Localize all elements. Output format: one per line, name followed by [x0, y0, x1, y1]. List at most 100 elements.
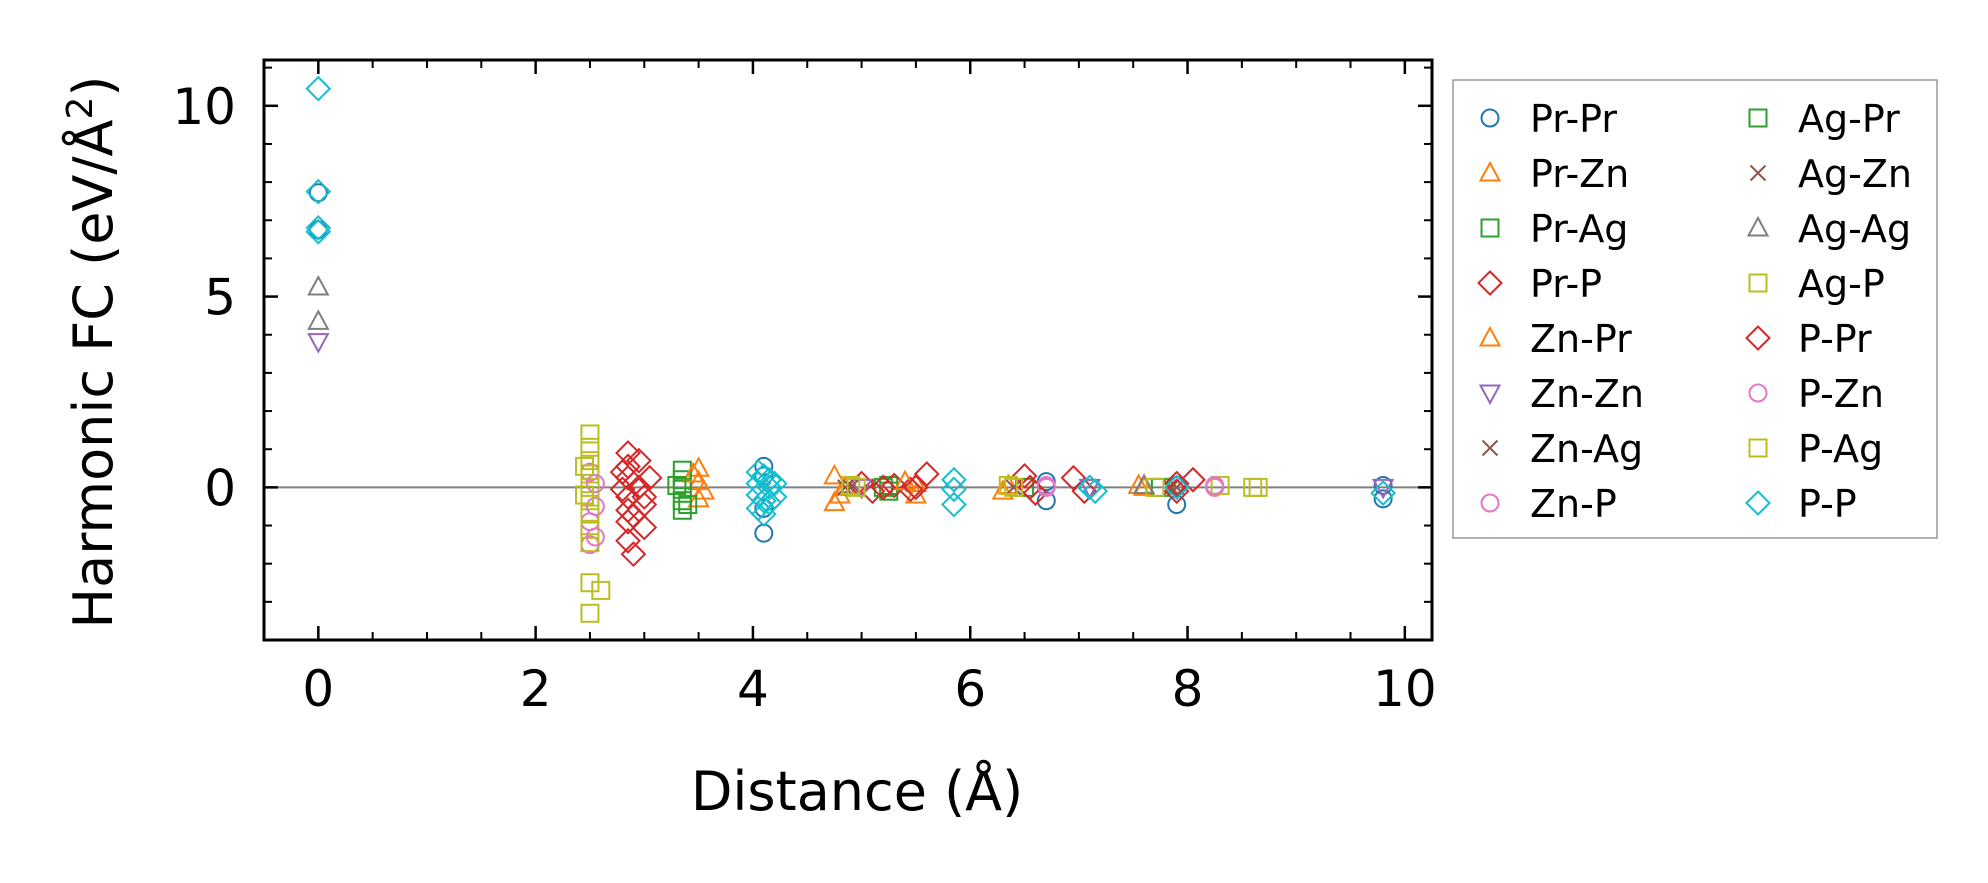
data-points — [305, 75, 1397, 623]
data-point — [761, 470, 788, 497]
data-point — [620, 541, 647, 568]
data-point — [580, 437, 600, 457]
data-point — [846, 477, 866, 497]
data-point — [881, 472, 908, 499]
data-point — [1004, 477, 1024, 497]
series-ag-pr — [667, 475, 893, 515]
data-point — [761, 483, 788, 510]
data-point — [615, 527, 641, 554]
legend-label: P-Pr — [1798, 317, 1872, 361]
data-point — [750, 463, 777, 489]
legend-marker — [1749, 164, 1767, 182]
data-point — [305, 75, 332, 102]
data-point — [305, 178, 332, 205]
data-point — [1205, 475, 1225, 495]
data-point — [631, 483, 658, 510]
data-point — [870, 474, 897, 501]
data-point — [609, 459, 636, 486]
y-tick-label: 5 — [204, 269, 236, 327]
data-point — [307, 274, 330, 296]
x-tick-label: 6 — [954, 660, 986, 718]
data-point — [681, 461, 705, 483]
data-point — [1036, 475, 1056, 495]
legend-marker — [1480, 493, 1500, 513]
tick-labels: 0 2 4 6 8 10 0 5 10 — [172, 78, 1436, 718]
x-tick-label: 2 — [520, 660, 552, 718]
data-point — [609, 476, 636, 503]
data-point — [1373, 489, 1393, 509]
y-tick-label: 10 — [172, 78, 236, 136]
plot-frame — [262, 58, 1434, 642]
data-point — [580, 451, 600, 471]
legend-label: Zn-Pr — [1530, 317, 1632, 361]
legend-label: Ag-Zn — [1798, 152, 1912, 196]
data-point — [585, 527, 605, 547]
data-point — [756, 489, 783, 516]
data-point — [615, 440, 641, 466]
legend-label: Pr-Zn — [1530, 152, 1629, 196]
y-tick-label: 0 — [204, 459, 236, 517]
data-point — [1082, 478, 1109, 505]
data-point — [580, 603, 600, 623]
data-point — [636, 464, 663, 491]
series-zn-ag — [842, 479, 1185, 496]
data-point — [620, 503, 647, 529]
data-point — [1168, 479, 1185, 496]
legend-label: P-Ag — [1798, 427, 1883, 471]
data-point — [678, 495, 698, 515]
legend: Pr-Pr Pr-Zn Pr-Ag Pr-P Zn-Pr Zn-Zn Zn-Ag Zn-P Ag… — [1452, 79, 1938, 539]
data-point — [625, 447, 652, 474]
legend-label: Pr-P — [1530, 262, 1602, 306]
data-point — [1163, 474, 1190, 501]
data-point — [585, 496, 605, 516]
data-point — [841, 475, 861, 495]
data-point — [941, 491, 967, 518]
series-p-p — [305, 75, 1397, 527]
legend-marker — [1748, 108, 1768, 128]
data-point — [575, 485, 595, 505]
data-point — [941, 466, 967, 493]
data-point — [672, 491, 692, 511]
data-point — [308, 220, 328, 240]
data-point — [1076, 474, 1103, 501]
data-point — [307, 333, 330, 354]
data-point — [692, 479, 716, 500]
data-point — [837, 479, 854, 496]
data-point — [941, 476, 967, 503]
data-point — [998, 475, 1018, 495]
data-point — [1132, 473, 1156, 494]
data-point — [307, 309, 330, 330]
data-point — [750, 501, 777, 527]
data-point — [1180, 466, 1206, 493]
legend-marker — [1480, 218, 1500, 238]
data-point — [580, 491, 600, 511]
data-point — [672, 500, 692, 520]
legend-marker — [1748, 438, 1768, 458]
x-tick-label: 0 — [302, 660, 334, 718]
data-point — [615, 508, 641, 535]
data-point — [580, 424, 600, 444]
data-point — [575, 456, 595, 476]
data-point — [305, 214, 332, 241]
data-point — [823, 463, 846, 485]
legend-label: P-P — [1798, 482, 1857, 526]
series-zn-zn — [307, 333, 1395, 500]
legend-marker — [1745, 490, 1771, 516]
data-point — [1163, 478, 1190, 505]
series-ag-p — [580, 424, 1268, 623]
data-point — [308, 183, 328, 203]
data-point — [672, 479, 692, 499]
data-point — [991, 479, 1015, 500]
data-point — [1011, 463, 1038, 489]
legend-marker — [1478, 384, 1502, 406]
legend-label: Ag-Ag — [1798, 207, 1911, 251]
legend-label: Zn-Ag — [1530, 427, 1643, 471]
data-point — [1243, 477, 1263, 497]
data-point — [1005, 479, 1022, 496]
x-tick-label: 8 — [1172, 660, 1204, 718]
legend-marker — [1477, 270, 1503, 296]
data-point — [754, 523, 774, 543]
x-tick-label: 10 — [1373, 660, 1437, 718]
legend-marker — [1748, 273, 1768, 293]
